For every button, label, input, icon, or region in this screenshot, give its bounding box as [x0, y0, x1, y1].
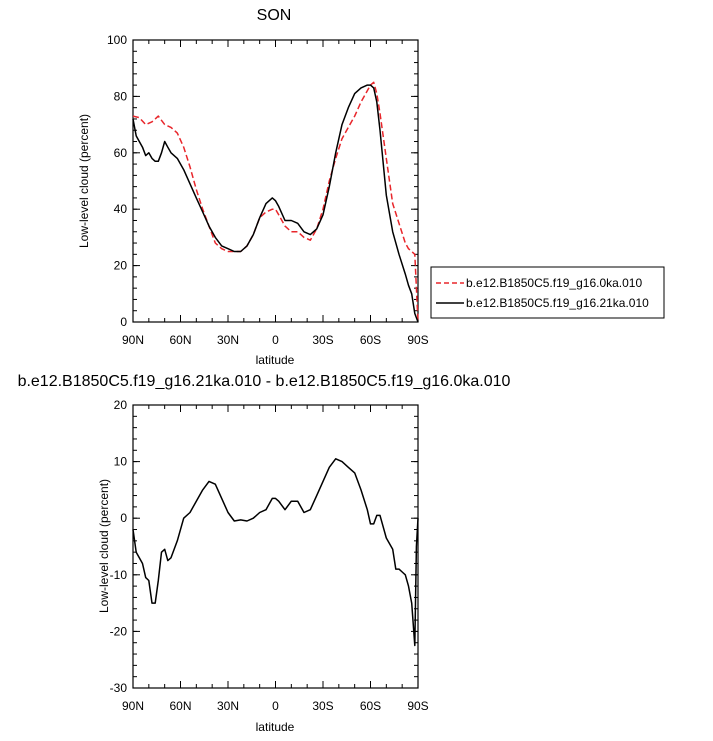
x-tick-label: 0 — [272, 699, 279, 713]
x-tick-label: 90N — [122, 333, 144, 347]
upper-y-axis: 0 20 40 60 80 100 — [107, 33, 418, 329]
lower-series-group — [132, 458, 419, 647]
lower-y-axis-label: Low-level cloud (percent) — [97, 479, 111, 613]
x-tick-label: 30N — [217, 333, 239, 347]
upper-panel: SON 90N 60N 30N 0 30S 60S 90S 0 20 40 60 80 100 lat… — [77, 7, 665, 367]
lower-x-axis: 90N 60N 30N 0 30S 60S 90S — [122, 405, 429, 713]
x-tick-label: 90S — [407, 333, 428, 347]
upper-x-axis-label: latitude — [256, 353, 295, 367]
x-tick-label: 60N — [169, 333, 191, 347]
y-tick-label: -20 — [110, 624, 128, 638]
upper-plot-frame — [132, 39, 419, 323]
y-tick-label: 20 — [114, 398, 128, 412]
x-tick-label: 60S — [360, 333, 381, 347]
series-line-b — [132, 84, 419, 323]
x-tick-label: 90N — [122, 699, 144, 713]
upper-y-axis-label: Low-level cloud (percent) — [77, 114, 91, 248]
y-tick-label: 100 — [107, 33, 127, 47]
series-line-a — [132, 81, 419, 323]
y-tick-label: 0 — [120, 315, 127, 329]
y-tick-label: 0 — [120, 511, 127, 525]
legend: b.e12.B1850C5.f19_g16.0ka.010 b.e12.B185… — [430, 266, 665, 319]
x-tick-label: 30S — [312, 333, 333, 347]
x-tick-label: 60N — [169, 699, 191, 713]
x-tick-label: 90S — [407, 699, 428, 713]
y-tick-label: 10 — [114, 455, 128, 469]
legend-label-21ka: b.e12.B1850C5.f19_g16.21ka.010 — [466, 296, 649, 310]
lower-chart-title: b.e12.B1850C5.f19_g16.21ka.010 - b.e12.B… — [18, 373, 511, 390]
upper-x-axis: 90N 60N 30N 0 30S 60S 90S — [122, 40, 429, 347]
lower-x-axis-label: latitude — [256, 720, 295, 734]
y-tick-label: 80 — [114, 89, 128, 103]
x-tick-label: 30S — [312, 699, 333, 713]
upper-chart-title: SON — [257, 7, 292, 24]
series-line-a — [132, 458, 419, 647]
x-tick-label: 60S — [360, 699, 381, 713]
legend-label-0ka: b.e12.B1850C5.f19_g16.0ka.010 — [466, 276, 642, 290]
legend-box — [430, 266, 665, 319]
y-tick-label: 20 — [114, 259, 128, 273]
y-tick-label: 60 — [114, 146, 128, 160]
upper-series-group — [132, 81, 419, 323]
y-tick-label: 40 — [114, 202, 128, 216]
y-tick-label: -10 — [110, 568, 128, 582]
lower-panel: b.e12.B1850C5.f19_g16.21ka.010 - b.e12.B… — [18, 373, 511, 734]
lower-y-axis: -30 -20 -10 0 10 20 — [110, 398, 418, 695]
x-tick-label: 30N — [217, 699, 239, 713]
x-tick-label: 0 — [272, 333, 279, 347]
y-tick-label: -30 — [110, 681, 128, 695]
